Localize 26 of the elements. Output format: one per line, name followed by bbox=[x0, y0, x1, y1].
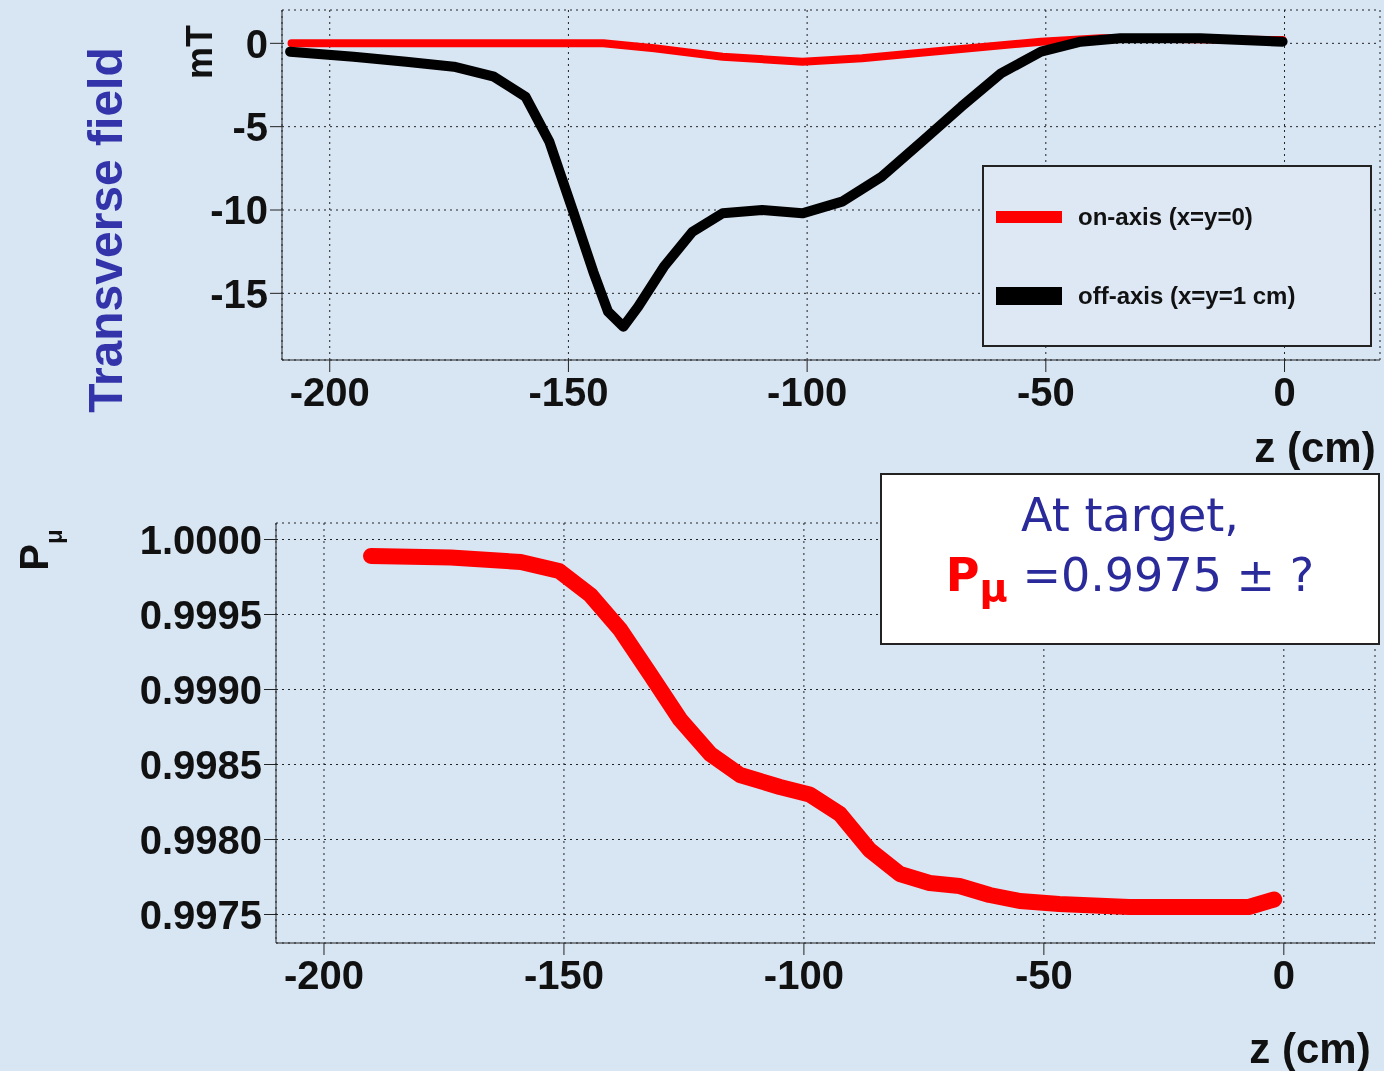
y-tick-label: 0.9985 bbox=[139, 742, 262, 787]
y-tick-label: -5 bbox=[232, 104, 268, 149]
y-axis-title: mT bbox=[179, 24, 220, 79]
x-tick-label: 0 bbox=[1273, 370, 1296, 415]
legend-label: on-axis (x=y=0) bbox=[1078, 202, 1253, 231]
y-tick-label: 0.9995 bbox=[139, 592, 262, 637]
x-tick-label: 0 bbox=[1272, 953, 1295, 998]
x-tick-label: -150 bbox=[528, 370, 609, 415]
y-tick-label: 0 bbox=[245, 21, 268, 66]
text: Transverse field bbox=[79, 47, 132, 413]
x-tick-label: -200 bbox=[283, 953, 365, 998]
x-tick-label: -100 bbox=[763, 953, 844, 998]
y-tick-label: -10 bbox=[210, 188, 268, 233]
x-tick-label: -200 bbox=[289, 370, 370, 415]
y-tick-label: -15 bbox=[210, 271, 268, 316]
x-tick-label: -100 bbox=[767, 370, 848, 415]
x-tick-label: -50 bbox=[1016, 370, 1075, 415]
y-tick-label: 0.9975 bbox=[139, 892, 262, 937]
x-tick-label: -50 bbox=[1014, 953, 1073, 998]
x-tick-label: -150 bbox=[523, 953, 604, 998]
y-tick-label: 0.9980 bbox=[139, 817, 262, 862]
y-tick-label: 0.9990 bbox=[139, 667, 262, 712]
annotation: At target, bbox=[1020, 487, 1240, 544]
legend-label: off-axis (x=y=1 cm) bbox=[1078, 281, 1296, 310]
y-tick-label: 1.0000 bbox=[139, 517, 262, 562]
annotation: P$_{μ}$ =0.9975 ± ? bbox=[945, 548, 1315, 611]
